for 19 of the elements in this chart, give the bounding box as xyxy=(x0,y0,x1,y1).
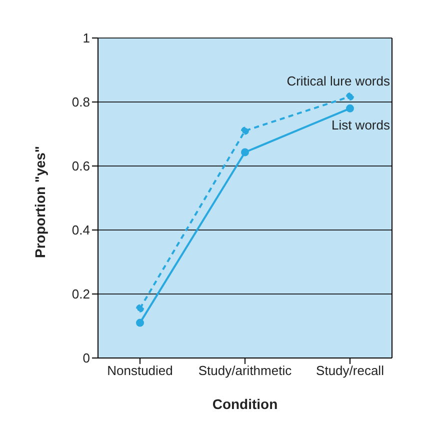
point xyxy=(346,104,354,112)
series-label: List words xyxy=(331,117,390,132)
x-tick-label: Study/arithmetic xyxy=(198,363,292,378)
y-tick-label: 0.4 xyxy=(72,222,90,238)
y-axis-title: Proportion "yes" xyxy=(32,146,48,258)
point xyxy=(241,148,249,156)
y-tick-label: 1 xyxy=(82,30,90,46)
y-tick-label: 0.6 xyxy=(72,158,90,174)
x-tick-label: Study/recall xyxy=(316,363,384,378)
point xyxy=(241,126,249,135)
y-tick-label: 0 xyxy=(82,350,90,366)
point xyxy=(136,304,144,312)
x-axis-title: Condition xyxy=(212,396,278,412)
y-tick-label: 0.8 xyxy=(72,94,90,110)
series-label: Critical lure words xyxy=(286,74,390,89)
x-tick-label: Nonstudied xyxy=(107,363,173,378)
point xyxy=(346,92,354,101)
point xyxy=(136,318,144,327)
y-tick-label: 0.2 xyxy=(72,286,90,302)
